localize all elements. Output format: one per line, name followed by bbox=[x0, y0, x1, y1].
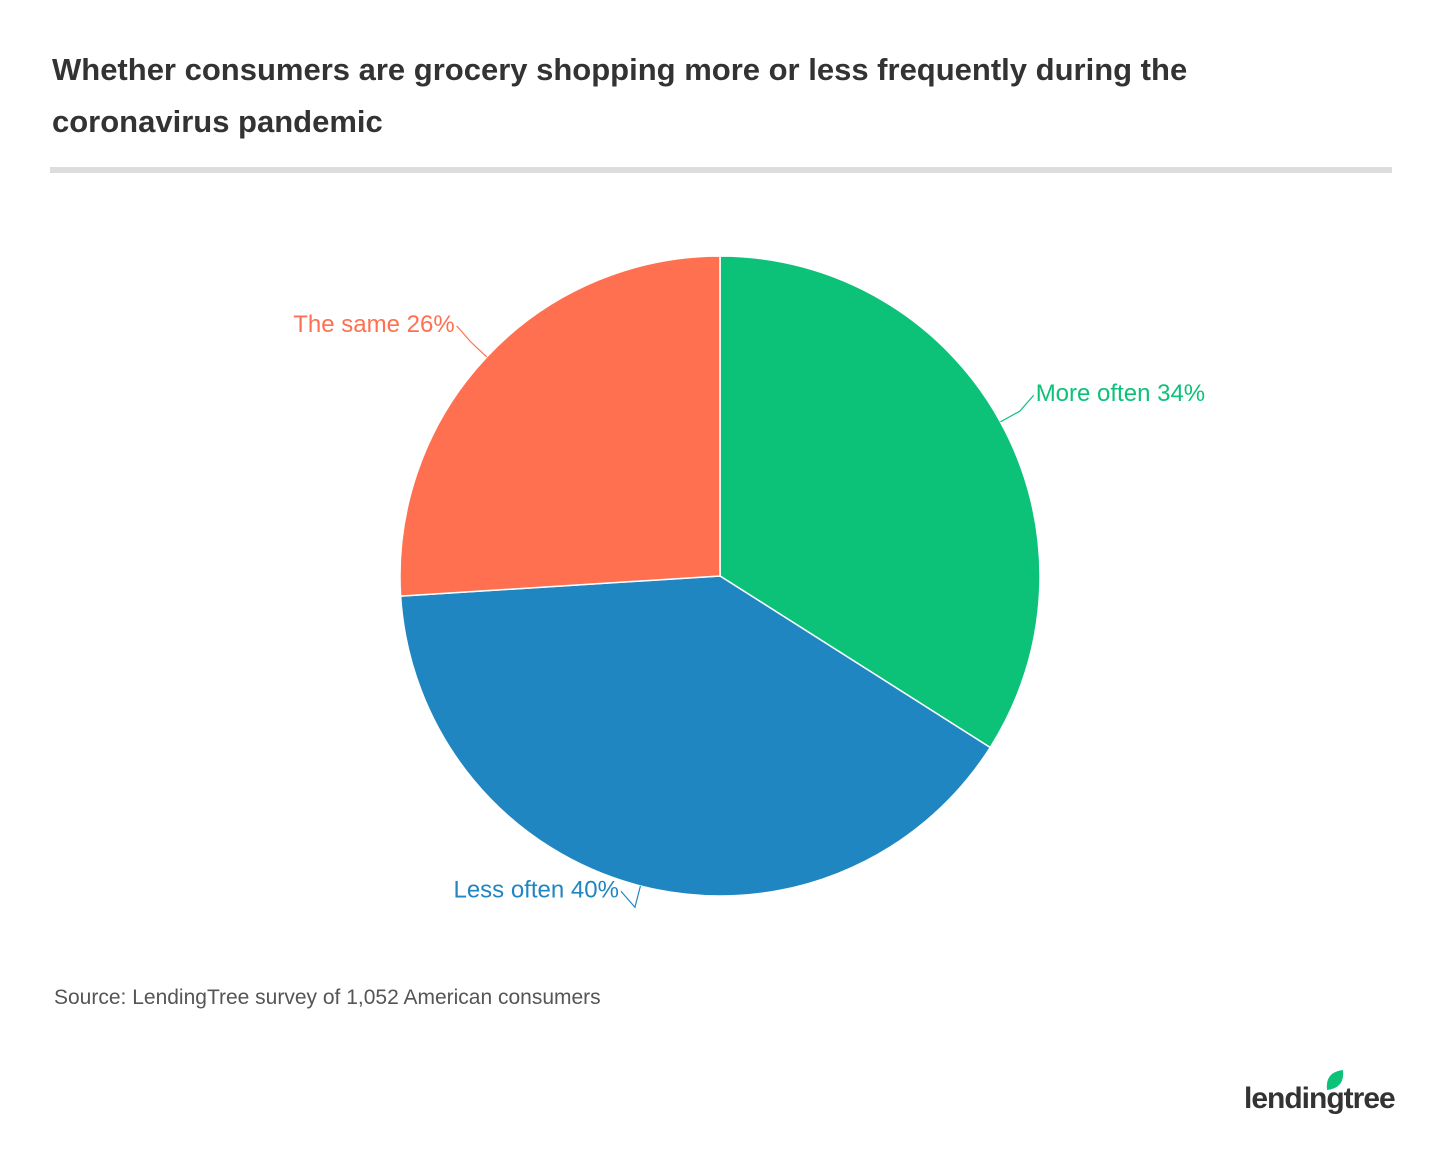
logo-group: lendingtree bbox=[1244, 1070, 1396, 1115]
leader-line bbox=[620, 885, 642, 909]
separator bbox=[50, 167, 1392, 173]
data-label: The same 26% bbox=[293, 311, 454, 338]
data-label: More often 34% bbox=[1036, 381, 1205, 408]
label-value: 40% bbox=[571, 877, 619, 904]
logo-leaf bbox=[1326, 1070, 1344, 1090]
pie-slice bbox=[399, 255, 721, 597]
logo: lendingtree bbox=[1244, 1082, 1395, 1115]
label-category: More often bbox=[1036, 381, 1151, 408]
label-category: Less often bbox=[453, 877, 564, 904]
leader-line bbox=[456, 325, 488, 358]
label-value: 26% bbox=[407, 311, 455, 338]
label-category: The same bbox=[293, 311, 400, 338]
source: Source: LendingTree survey of 1,052 Amer… bbox=[54, 986, 601, 1009]
data-label: Less often 40% bbox=[453, 877, 618, 904]
label-value: 34% bbox=[1157, 381, 1205, 408]
chart-title: Whether consumers are grocery shopping m… bbox=[52, 52, 1188, 139]
title-box: Whether consumers are grocery shopping m… bbox=[52, 52, 1188, 139]
leader-line bbox=[1000, 394, 1035, 423]
